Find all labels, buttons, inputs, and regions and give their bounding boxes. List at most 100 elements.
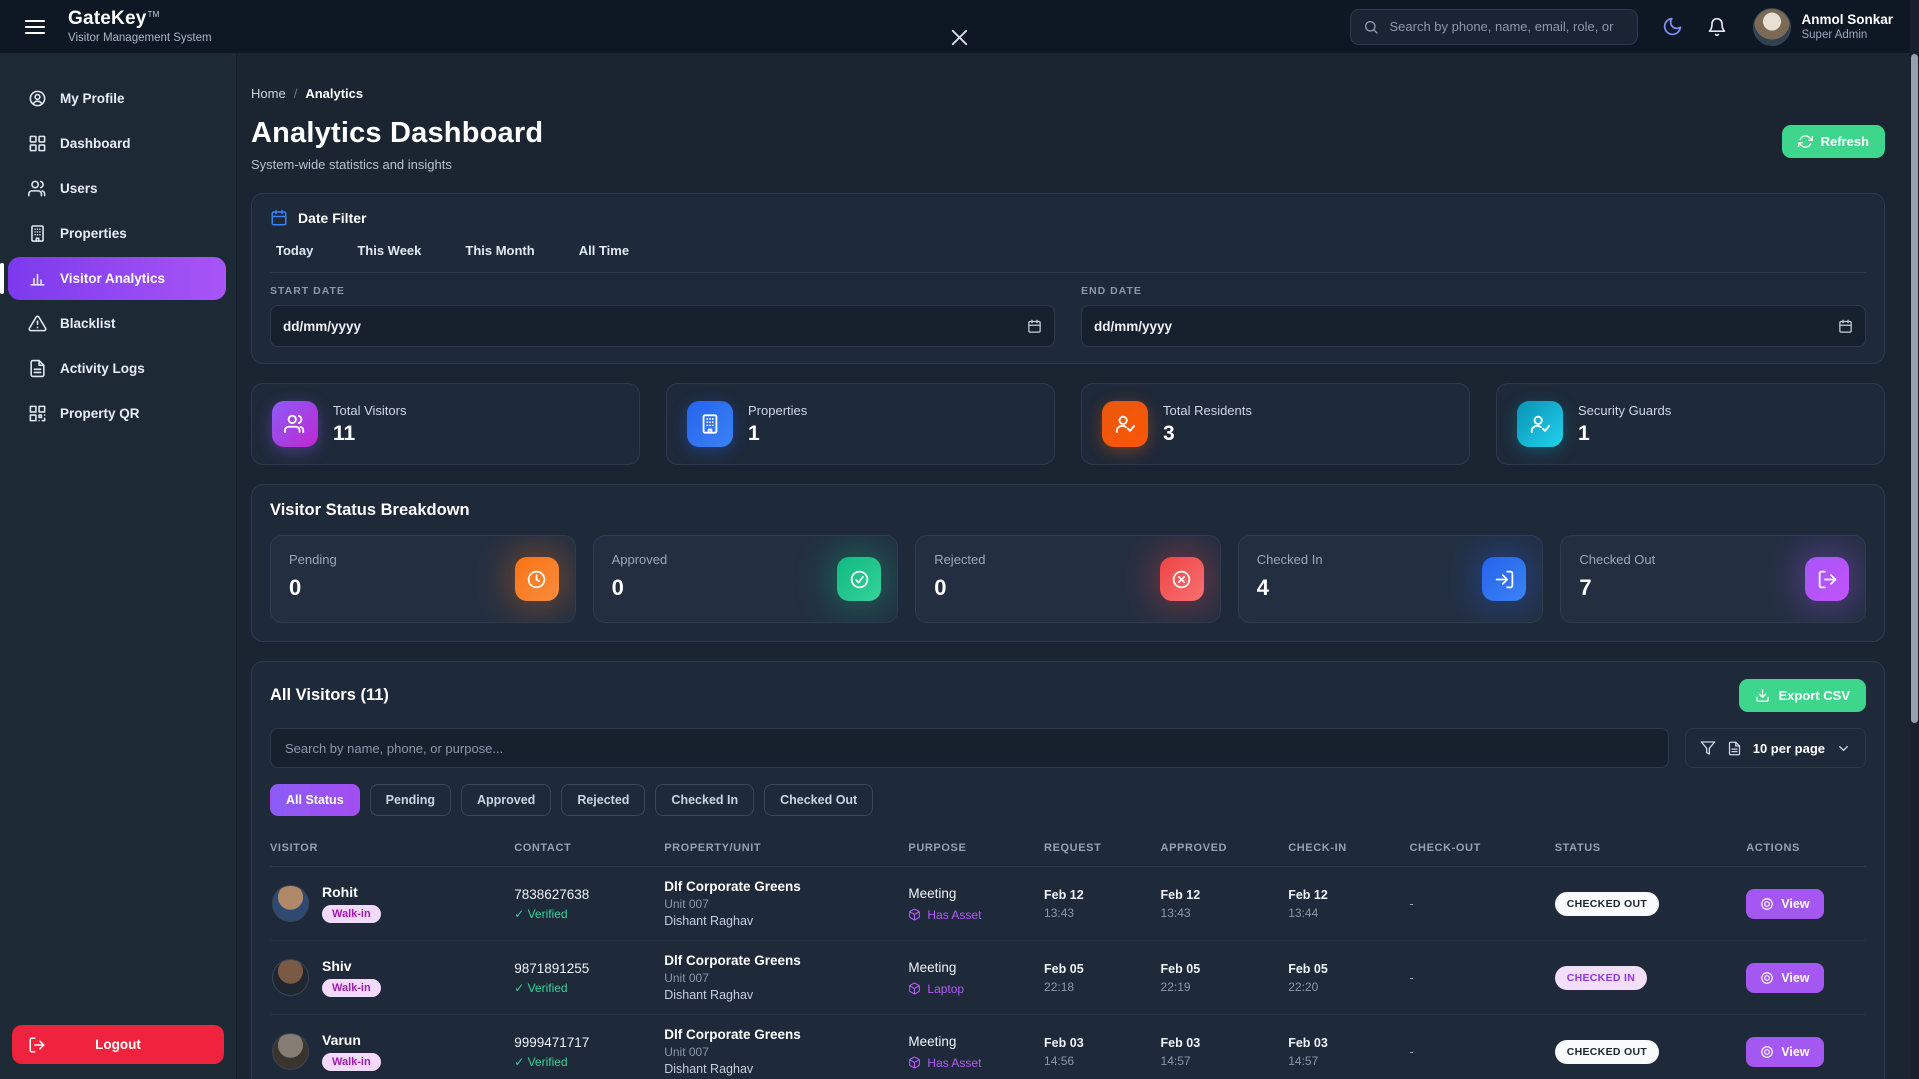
checkout-cell: -: [1409, 1044, 1414, 1059]
visitors-title: All Visitors (11): [270, 686, 389, 704]
sidebar-item-activity-logs[interactable]: Activity Logs: [8, 347, 226, 390]
date-preset-today[interactable]: Today: [276, 243, 314, 258]
filter-pill-all-status[interactable]: All Status: [270, 784, 360, 816]
sidebar-item-label: Activity Logs: [60, 361, 145, 376]
sidebar-nav: My Profile Dashboard Users Properties Visito…: [0, 77, 236, 435]
sidebar: My Profile Dashboard Users Properties Visito…: [0, 53, 237, 1079]
breakdown-card-checked-in: Checked In 4: [1237, 535, 1544, 623]
end-date-input[interactable]: dd/mm/yyyy: [1081, 305, 1866, 347]
date-picker-icon[interactable]: [1838, 319, 1853, 334]
walkin-badge: Walk-in: [322, 905, 381, 923]
page-scrollbar[interactable]: [1910, 0, 1919, 1079]
sidebar-item-property-qr[interactable]: Property QR: [8, 392, 226, 435]
filter-pill-rejected[interactable]: Rejected: [561, 784, 646, 816]
date-preset-this-week[interactable]: This Week: [357, 243, 422, 258]
users-icon: [272, 401, 318, 447]
scrollbar-thumb[interactable]: [1911, 54, 1918, 723]
user-check-icon: [1517, 401, 1563, 447]
breakdown-value: 4: [1256, 575, 1270, 600]
calendar-icon: [270, 209, 288, 227]
status-badge: CHECKED OUT: [1554, 1039, 1660, 1064]
refresh-icon: [1797, 134, 1813, 149]
building-icon: [687, 401, 733, 447]
stat-label: Security Guards: [1578, 402, 1672, 418]
date-filter-panel: Date Filter Today This Week This Month All …: [251, 193, 1885, 364]
breadcrumb-home[interactable]: Home: [251, 86, 286, 101]
date-preset-all-time[interactable]: All Time: [578, 243, 630, 258]
sidebar-item-label: Users: [60, 181, 98, 196]
sidebar-item-dashboard[interactable]: Dashboard: [8, 122, 226, 165]
filter-pill-checked-out[interactable]: Checked Out: [764, 784, 874, 816]
chevron-down-icon: [1836, 741, 1851, 756]
column-header-approved: APPROVED: [1160, 842, 1228, 854]
filter-pill-approved[interactable]: Approved: [460, 784, 552, 816]
breadcrumb: Home / Analytics: [251, 86, 1885, 101]
visitor-avatar: [272, 885, 309, 922]
visitor-search[interactable]: [270, 728, 1669, 768]
filter-icon: [1700, 740, 1716, 756]
visitor-name: Shiv: [322, 958, 352, 974]
sidebar-item-label: Dashboard: [60, 136, 131, 151]
user-circle-icon: [28, 89, 47, 108]
close-icon[interactable]: [948, 26, 971, 49]
checkout-cell: -: [1409, 896, 1414, 911]
user-name: Anmol Sonkar: [1801, 12, 1893, 28]
per-page-dropdown[interactable]: 10 per page: [1684, 728, 1866, 768]
visitors-panel: All Visitors (11) Export CSV 10 per page…: [251, 661, 1885, 1079]
view-button[interactable]: View: [1746, 888, 1824, 919]
view-button[interactable]: View: [1746, 1036, 1824, 1067]
purpose-cell: Meeting Has Asset: [908, 886, 1044, 922]
breakdown-card-rejected: Rejected 0: [915, 535, 1221, 623]
contact-cell: 7838627638 ✓ Verified: [514, 887, 664, 921]
start-date-input[interactable]: dd/mm/yyyy: [270, 305, 1055, 347]
date-preset-this-month[interactable]: This Month: [465, 243, 535, 258]
stat-value: 1: [1578, 421, 1590, 445]
request-cell: Feb 12 13:43: [1044, 887, 1084, 920]
global-search[interactable]: [1350, 8, 1639, 45]
dark-mode-toggle[interactable]: [1662, 16, 1683, 37]
property-cell: Dlf Corporate Greens Unit 007 Dishant Ragh…: [664, 1027, 801, 1076]
table-row: Rohit Walk-in 7838627638 ✓ Verified Dlf Corp…: [270, 867, 1866, 941]
breadcrumb-separator: /: [293, 86, 298, 101]
approved-cell: Feb 12 13:43: [1160, 887, 1201, 920]
visitor-search-input[interactable]: [285, 740, 1654, 756]
sidebar-item-my-profile[interactable]: My Profile: [8, 77, 226, 120]
walkin-badge: Walk-in: [322, 1053, 381, 1071]
filter-pill-pending[interactable]: Pending: [369, 784, 451, 816]
sidebar-item-properties[interactable]: Properties: [8, 212, 226, 255]
bell-icon: [1707, 17, 1727, 37]
check-circle-icon: [837, 557, 882, 601]
logout-button[interactable]: Logout: [12, 1025, 224, 1064]
sidebar-item-blacklist[interactable]: Blacklist: [8, 302, 226, 345]
chart-icon: [28, 269, 47, 288]
breakdown-card-approved: Approved 0: [592, 535, 899, 623]
view-button[interactable]: View: [1746, 962, 1824, 993]
stat-value: 11: [333, 421, 356, 445]
stat-card-security-guards: Security Guards 1: [1496, 383, 1885, 465]
breakdown-label: Rejected: [934, 552, 986, 567]
table-header: VISITOR CONTACT PROPERTY/UNIT PURPOSE REQUES…: [270, 834, 1866, 867]
filter-pill-checked-in[interactable]: Checked In: [655, 784, 755, 816]
user-menu[interactable]: Anmol Sonkar Super Admin: [1753, 7, 1893, 46]
status-breakdown-panel: Visitor Status Breakdown Pending 0 Approve…: [251, 484, 1885, 642]
export-csv-button[interactable]: Export CSV: [1739, 679, 1866, 712]
breakdown-card-pending: Pending 0: [270, 535, 576, 623]
approved-cell: Feb 03 14:57: [1160, 1035, 1201, 1068]
sidebar-item-visitor-analytics[interactable]: Visitor Analytics: [0, 257, 226, 300]
brand-title: GateKeyTM: [68, 7, 160, 29]
hamburger-menu-icon[interactable]: [22, 14, 48, 40]
sidebar-item-users[interactable]: Users: [8, 167, 226, 210]
main-content: Home / Analytics Analytics Dashboard Sys…: [237, 53, 1919, 1079]
global-search-input[interactable]: [1389, 19, 1626, 34]
column-header-actions: ACTIONS: [1746, 842, 1800, 854]
status-badge: CHECKED IN: [1554, 965, 1648, 990]
notifications-button[interactable]: [1707, 17, 1727, 37]
status-cell: CHECKED IN: [1554, 965, 1747, 990]
column-header-contact: CONTACT: [514, 842, 572, 854]
refresh-button[interactable]: Refresh: [1781, 125, 1885, 158]
logout-icon: [1805, 557, 1849, 601]
date-picker-icon[interactable]: [1027, 319, 1042, 334]
end-date-group: END DATE dd/mm/yyyy: [1081, 285, 1866, 347]
visitor-avatar: [272, 959, 309, 996]
